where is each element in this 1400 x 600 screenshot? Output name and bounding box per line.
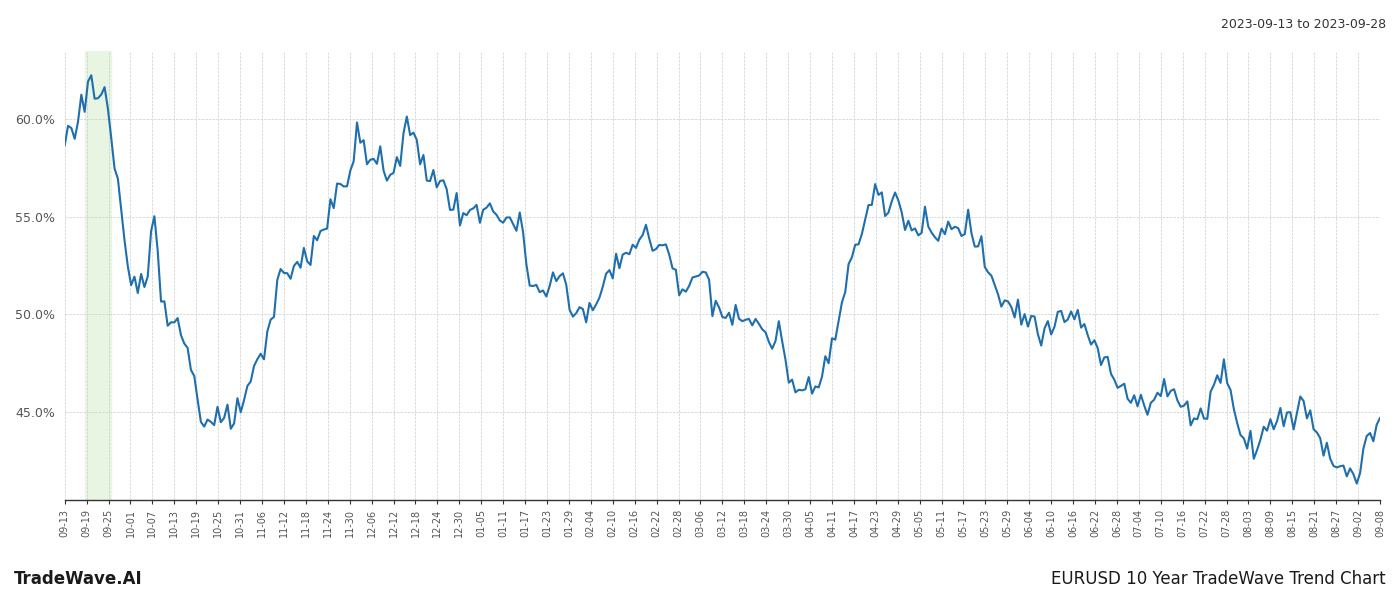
Text: TradeWave.AI: TradeWave.AI [14,570,143,588]
Bar [84,51,111,500]
Text: 2023-09-13 to 2023-09-28: 2023-09-13 to 2023-09-28 [1221,18,1386,31]
Text: EURUSD 10 Year TradeWave Trend Chart: EURUSD 10 Year TradeWave Trend Chart [1051,570,1386,588]
